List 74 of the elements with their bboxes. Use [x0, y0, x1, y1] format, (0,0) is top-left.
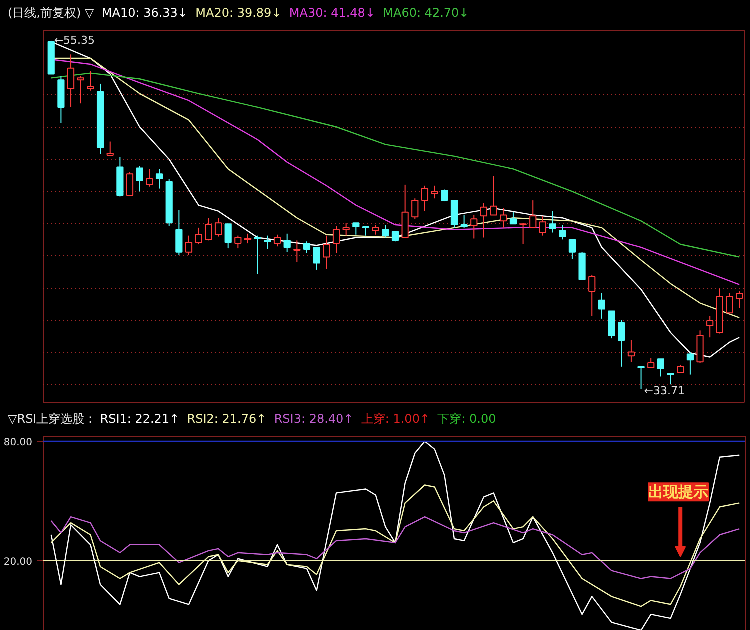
candlestick	[686, 352, 694, 376]
candlestick	[146, 168, 154, 188]
text: MA30: 41.48↓	[289, 6, 376, 20]
candlestick	[342, 222, 350, 236]
candlestick	[274, 234, 282, 248]
candlestick	[244, 233, 252, 244]
text: 下穿: 0.00	[438, 412, 496, 426]
candlestick	[470, 214, 478, 240]
y-tick-label: 80.00	[4, 437, 33, 448]
candlestick	[205, 218, 212, 242]
candlestick	[392, 231, 400, 242]
candlestick	[264, 235, 272, 250]
text: MA60: 42.70↓	[383, 6, 470, 20]
candlestick	[530, 200, 537, 228]
candlestick	[294, 240, 301, 263]
candlestick	[77, 76, 84, 104]
candlestick	[372, 224, 380, 236]
y-tick-label: 20.00	[4, 556, 33, 568]
candlestick	[234, 235, 242, 250]
candlestick	[352, 222, 360, 236]
candlestick	[67, 54, 75, 108]
candlestick	[706, 316, 714, 338]
candlestick	[736, 291, 744, 309]
candlestick	[382, 224, 390, 238]
annotation: 出现提示	[648, 483, 709, 502]
candlestick	[638, 366, 645, 390]
candlestick	[431, 185, 438, 200]
candlestick	[412, 198, 419, 220]
candlestick	[284, 233, 291, 253]
candlestick	[87, 70, 94, 92]
candlestick	[126, 172, 134, 196]
candlestick	[539, 216, 547, 236]
text: MA20: 39.89↓	[196, 6, 282, 20]
text: RSI3: 28.40↑	[274, 412, 354, 426]
candlestick	[559, 224, 566, 240]
text: 上穿: 1.00↑	[361, 412, 430, 426]
candlestick	[628, 340, 635, 363]
candlestick	[313, 247, 320, 270]
candlestick	[648, 358, 655, 368]
candlestick	[176, 210, 183, 256]
candlestick	[618, 320, 626, 368]
candlestick	[332, 226, 340, 254]
candlestick	[303, 241, 311, 254]
annotation: ←55.35	[54, 34, 96, 47]
candlestick	[224, 224, 232, 250]
candlestick	[598, 292, 606, 320]
candlestick	[185, 235, 193, 256]
candlestick	[568, 239, 576, 260]
candlestick	[460, 214, 468, 228]
candlestick	[214, 218, 222, 238]
line-series	[50, 440, 740, 630]
candlestick	[667, 373, 674, 386]
candlestick	[520, 222, 527, 246]
candlestick	[136, 166, 144, 192]
candlestick	[500, 208, 508, 228]
chart-title: ▽RSI上穿选股 :	[8, 412, 93, 426]
candlestick	[323, 235, 330, 270]
text: MA10: 36.33↓	[102, 6, 188, 20]
candlestick	[480, 202, 488, 238]
annotation: ←33.71	[644, 384, 685, 398]
chart-title: (日线,前复权) ▽	[8, 6, 94, 20]
text: RSI2: 21.76↑	[187, 412, 267, 426]
candlestick	[549, 210, 556, 234]
text: RSI1: 22.21↑	[100, 412, 180, 426]
candlestick	[490, 176, 498, 216]
candlestick	[726, 292, 734, 315]
candlestick	[421, 185, 429, 212]
candlestick	[106, 141, 114, 156]
candlestick	[195, 227, 202, 246]
candlestick	[588, 274, 596, 317]
candlestick	[657, 358, 664, 378]
line-series	[50, 516, 740, 580]
candlestick	[156, 168, 164, 190]
candlestick	[510, 212, 518, 225]
